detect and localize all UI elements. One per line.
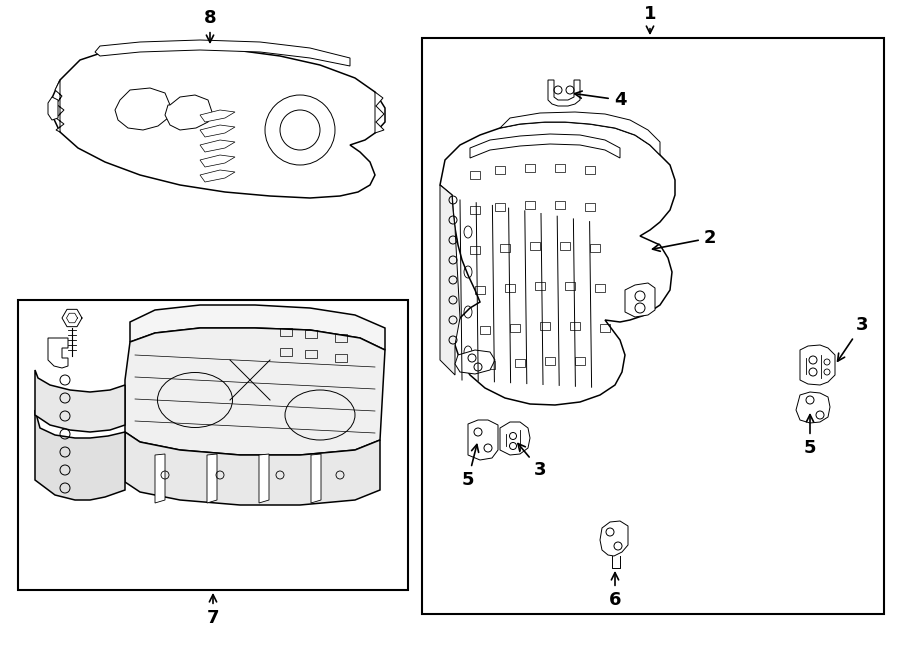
Polygon shape — [375, 92, 384, 133]
Polygon shape — [200, 110, 235, 122]
Polygon shape — [796, 392, 830, 423]
Polygon shape — [625, 283, 655, 317]
Bar — [560, 242, 570, 250]
Bar — [515, 359, 525, 367]
Bar — [470, 206, 480, 214]
Bar — [335, 334, 347, 342]
Polygon shape — [115, 88, 170, 130]
Polygon shape — [95, 40, 350, 66]
Polygon shape — [600, 521, 628, 556]
Text: 5: 5 — [804, 414, 816, 457]
Bar — [525, 164, 535, 172]
Bar — [600, 324, 610, 332]
Polygon shape — [200, 155, 235, 167]
Bar — [575, 357, 585, 365]
Bar — [280, 348, 292, 356]
Bar — [590, 244, 600, 252]
Polygon shape — [200, 170, 235, 182]
Bar — [480, 326, 490, 334]
Polygon shape — [48, 97, 58, 120]
Polygon shape — [155, 454, 165, 503]
Bar — [470, 171, 480, 179]
Polygon shape — [125, 328, 385, 455]
Polygon shape — [455, 350, 495, 374]
Bar — [500, 244, 510, 252]
Polygon shape — [500, 112, 660, 155]
Bar — [475, 286, 485, 294]
Text: 3: 3 — [518, 444, 546, 479]
Text: 7: 7 — [207, 595, 220, 627]
Bar — [585, 203, 595, 211]
Text: 4: 4 — [574, 91, 626, 109]
Bar — [535, 282, 545, 290]
Text: 2: 2 — [652, 229, 716, 251]
Polygon shape — [52, 46, 385, 198]
Text: 8: 8 — [203, 9, 216, 42]
Polygon shape — [200, 140, 235, 152]
Polygon shape — [468, 420, 498, 460]
Polygon shape — [35, 370, 125, 432]
Text: 1: 1 — [644, 5, 656, 33]
Bar — [595, 284, 605, 292]
Polygon shape — [130, 305, 385, 350]
Bar — [530, 242, 540, 250]
Polygon shape — [259, 454, 269, 503]
Bar — [305, 330, 317, 338]
Polygon shape — [548, 80, 580, 106]
Polygon shape — [55, 80, 64, 132]
Bar — [305, 350, 317, 358]
Bar — [495, 166, 505, 174]
Polygon shape — [35, 410, 125, 500]
Bar — [565, 282, 575, 290]
Polygon shape — [200, 125, 235, 137]
Polygon shape — [311, 454, 321, 503]
Polygon shape — [165, 95, 212, 130]
Bar — [485, 361, 495, 369]
Bar — [470, 246, 480, 254]
Bar — [422, 38, 884, 614]
Bar — [495, 203, 505, 211]
Bar — [505, 284, 515, 292]
Bar — [585, 166, 595, 174]
Text: 5: 5 — [462, 444, 479, 489]
Bar — [510, 324, 520, 332]
Polygon shape — [125, 432, 380, 505]
Bar — [545, 357, 555, 365]
Text: 3: 3 — [838, 316, 868, 361]
Bar — [540, 322, 550, 330]
Polygon shape — [800, 345, 835, 385]
Bar — [18, 300, 408, 590]
Polygon shape — [470, 134, 620, 158]
Bar — [280, 328, 292, 336]
Polygon shape — [48, 338, 68, 368]
Text: 6: 6 — [608, 572, 621, 609]
Polygon shape — [440, 185, 460, 375]
Bar — [555, 201, 565, 209]
Polygon shape — [500, 422, 530, 455]
Polygon shape — [440, 122, 675, 405]
Bar — [335, 354, 347, 362]
Bar — [555, 164, 565, 172]
Bar — [570, 322, 580, 330]
Polygon shape — [207, 454, 217, 503]
Bar — [525, 201, 535, 209]
